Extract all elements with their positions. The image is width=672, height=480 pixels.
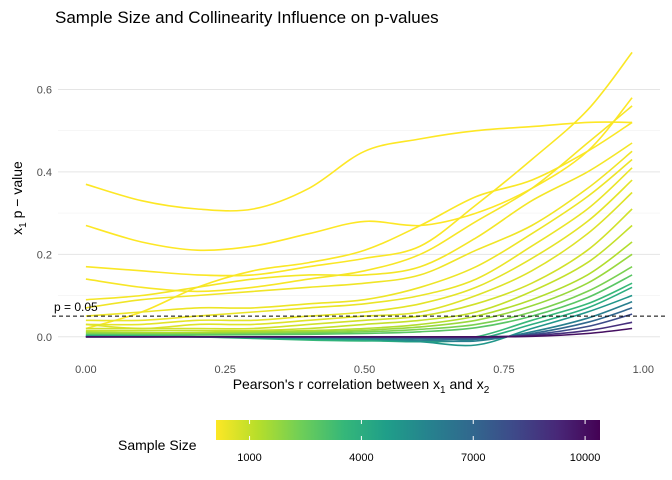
y-axis-ticks: 0.0 0.2 0.4 0.6 xyxy=(37,84,52,343)
y-tick-label-1: 0.2 xyxy=(37,249,52,261)
legend-colorbar xyxy=(216,420,600,440)
y-axis-label: x1 p − value xyxy=(9,161,29,235)
x-axis-label: Pearson's r correlation between x1 and x… xyxy=(233,376,490,396)
series-line-7 xyxy=(85,158,633,317)
legend-tick-label-1: 4000 xyxy=(349,452,373,464)
legend: Sample Size 1000 4000 7000 10000 xyxy=(118,420,600,464)
series-line-12 xyxy=(85,224,633,332)
series-line-2 xyxy=(85,51,633,277)
series-line-11 xyxy=(85,208,633,330)
x-axis-ticks: 0.00 0.25 0.50 0.75 1.00 xyxy=(75,364,654,376)
series-line-10 xyxy=(85,191,633,330)
legend-ticks: 1000 4000 7000 10000 xyxy=(237,420,600,464)
y-tick-label-2: 0.4 xyxy=(37,167,52,179)
grid-lines xyxy=(58,88,660,338)
series-line-0 xyxy=(85,121,633,212)
y-tick-label-3: 0.6 xyxy=(37,84,52,96)
legend-tick-label-2: 7000 xyxy=(461,452,485,464)
series-line-16 xyxy=(85,274,633,336)
series-line-3 xyxy=(85,121,633,330)
series-line-9 xyxy=(85,179,633,326)
y-tick-label-0: 0.0 xyxy=(37,332,52,344)
legend-tick-label-0: 1000 xyxy=(237,452,261,464)
legend-title: Sample Size xyxy=(118,437,197,453)
series-line-5 xyxy=(85,142,633,301)
reference-line-label: p = 0.05 xyxy=(54,300,98,314)
x-tick-label-1: 0.25 xyxy=(215,364,236,376)
chart-title: Sample Size and Collinearity Influence o… xyxy=(55,8,439,27)
series-line-6 xyxy=(85,150,633,309)
legend-tick-label-3: 10000 xyxy=(570,452,601,464)
series-line-4 xyxy=(85,105,633,293)
x-tick-label-0: 0.00 xyxy=(75,364,96,376)
x-tick-label-3: 0.75 xyxy=(493,364,514,376)
series-line-13 xyxy=(85,241,633,334)
series-line-8 xyxy=(85,167,633,322)
series-lines xyxy=(85,51,633,347)
x-tick-label-2: 0.50 xyxy=(354,364,375,376)
series-line-1 xyxy=(85,97,633,252)
x-tick-label-4: 1.00 xyxy=(633,364,654,376)
reference-line-group: p = 0.05 xyxy=(52,300,666,317)
series-line-24 xyxy=(85,327,633,338)
series-line-14 xyxy=(85,253,633,335)
